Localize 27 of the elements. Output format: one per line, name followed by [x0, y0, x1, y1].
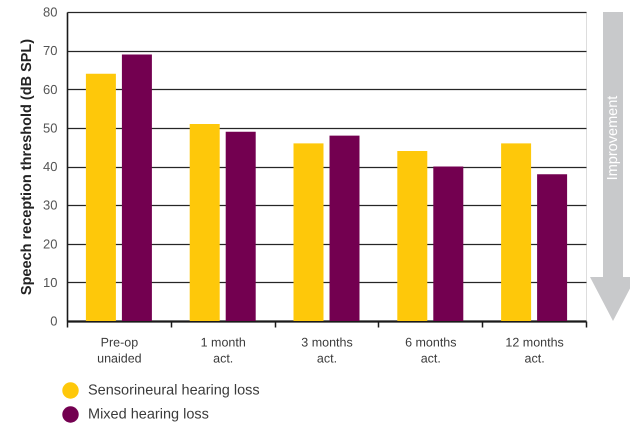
y-tick-label: 20 — [43, 236, 58, 252]
bar — [537, 174, 568, 321]
legend-label: Mixed hearing loss — [88, 406, 209, 422]
bar — [501, 143, 532, 321]
x-tick-label: 6 months act. — [405, 336, 457, 366]
bar — [330, 136, 360, 321]
y-tick-label: 0 — [50, 314, 58, 328]
y-tick-label: 10 — [43, 274, 58, 290]
y-tick-label: 40 — [43, 159, 58, 174]
y-tick-label: 70 — [43, 43, 58, 58]
x-tick-label: 1 month act. — [200, 336, 246, 366]
x-tick-label: 3 months act. — [301, 336, 353, 366]
bar — [294, 143, 324, 321]
x-tick-label: Pre-op unaided — [97, 336, 142, 366]
bar — [433, 166, 464, 321]
bar — [86, 74, 116, 321]
y-tick-label: 60 — [43, 82, 58, 97]
x-tick-label: 12 months act. — [505, 336, 564, 366]
y-tick-label: 50 — [43, 120, 58, 136]
bar — [122, 54, 152, 321]
y-axis-title: Speech reception threshold (dB SPL) — [19, 38, 36, 296]
bar — [397, 151, 428, 321]
bar — [190, 124, 220, 321]
y-tick-label: 30 — [43, 198, 58, 213]
y-tick-label: 80 — [43, 4, 58, 20]
legend-label: Sensorineural hearing loss — [88, 382, 260, 398]
bar — [226, 132, 256, 321]
